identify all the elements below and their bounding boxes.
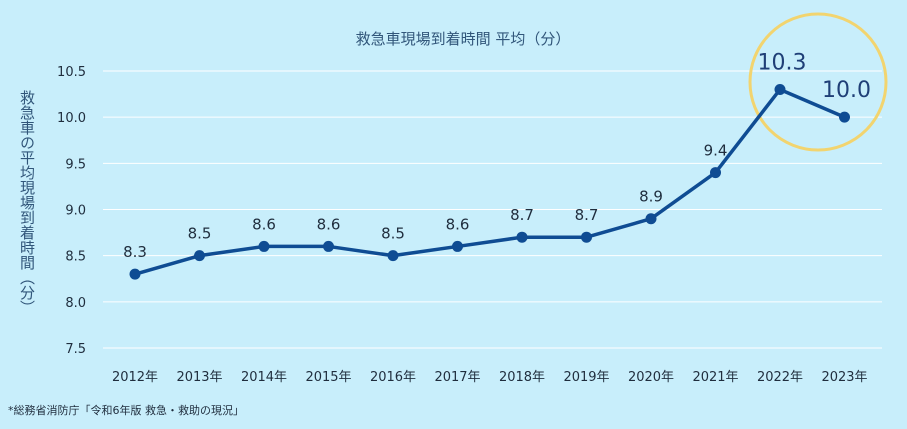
data-label: 8.7	[575, 206, 599, 224]
data-label: 10.0	[822, 78, 871, 103]
chart-title: 救急車現場到着時間 平均（分）	[356, 30, 571, 48]
x-tick-label: 2022年	[757, 370, 803, 385]
data-point	[452, 240, 463, 252]
data-point	[387, 250, 399, 262]
data-label: 8.6	[317, 215, 341, 233]
data-point	[581, 231, 592, 243]
data-points	[129, 83, 850, 280]
x-tick-label: 2018年	[499, 370, 545, 385]
data-point	[129, 268, 141, 280]
data-point	[258, 240, 270, 252]
y-tick-label: 9.0	[65, 204, 86, 219]
x-axis-ticks: 2012年 2013年 2014年 2015年 2016年 2017年 2018年 2019年…	[112, 370, 868, 385]
series-line	[134, 87, 846, 276]
data-label: 8.5	[381, 225, 405, 243]
data-label: 8.9	[639, 188, 663, 206]
x-tick-label: 2012年	[112, 370, 158, 385]
x-tick-label: 2014年	[241, 370, 287, 385]
gridlines	[103, 70, 882, 349]
x-tick-label: 2017年	[434, 370, 480, 385]
data-point	[839, 111, 850, 123]
data-labels: 8.3 8.5 8.6 8.6 8.5 8.6 8.7 8.7 8.9 9.4 10.3 10.0	[123, 50, 871, 261]
y-axis-ticks: 7.5 8.0 8.5 9.0 9.5 10.0 10.5	[57, 65, 86, 357]
y-tick-label: 10.0	[57, 111, 86, 126]
data-point	[323, 240, 334, 252]
highlight-circle	[748, 12, 888, 152]
y-tick-label: 10.5	[57, 65, 86, 80]
x-tick-label: 2020年	[628, 370, 674, 385]
x-tick-label: 2019年	[563, 370, 609, 385]
x-tick-label: 2013年	[176, 370, 222, 385]
data-point	[645, 213, 657, 225]
data-point	[774, 83, 786, 95]
data-label: 8.5	[188, 225, 212, 243]
data-label: 8.7	[510, 206, 534, 224]
y-tick-label: 7.5	[65, 342, 86, 357]
y-axis-label: 救急車の平均現場到着時間（分）	[18, 90, 36, 315]
data-point	[194, 250, 205, 262]
data-label: 8.6	[446, 215, 470, 233]
x-tick-label: 2016年	[370, 370, 416, 385]
x-tick-label: 2015年	[305, 370, 351, 385]
data-label: 8.6	[252, 215, 276, 233]
y-tick-label: 8.0	[65, 296, 86, 311]
data-label: 9.4	[704, 142, 728, 160]
x-tick-label: 2021年	[692, 370, 738, 385]
source-note: *総務省消防庁「令和6年版 救急・救助の現況」	[8, 403, 244, 417]
data-point	[710, 167, 721, 179]
x-tick-label: 2023年	[821, 370, 867, 385]
y-tick-label: 8.5	[65, 250, 86, 265]
data-point	[516, 231, 528, 243]
data-label: 10.3	[758, 50, 807, 75]
data-label: 8.3	[123, 243, 147, 261]
y-tick-label: 9.5	[65, 157, 86, 172]
